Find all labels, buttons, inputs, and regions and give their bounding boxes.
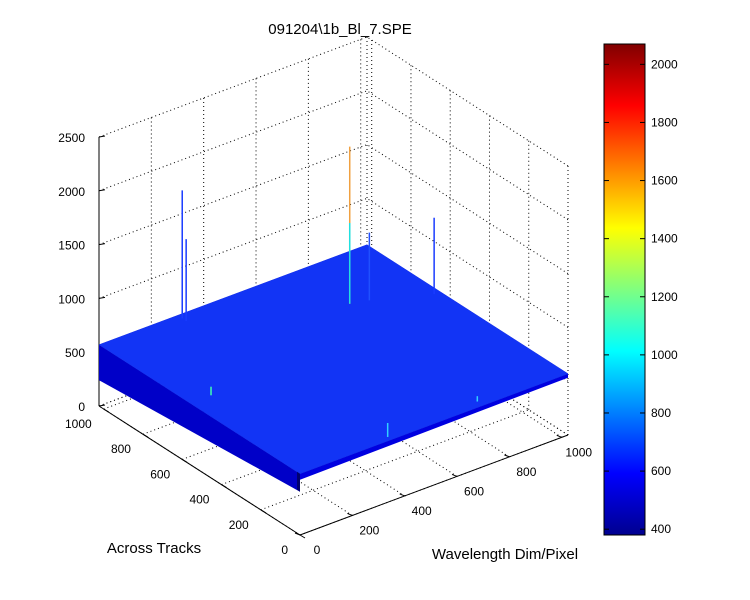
back-wall-grid-line — [98, 90, 368, 192]
y-tick-label: 1000 — [65, 417, 92, 431]
colorbar-tick-label: 2000 — [651, 57, 678, 71]
x-tick-mark — [399, 493, 405, 497]
z-tick-mark — [98, 243, 106, 246]
z-tick-mark — [98, 189, 106, 192]
colorbar-ticks: 400 600 800 1000 1200 1400 1600 1800 2000 — [604, 57, 678, 536]
y-tick-label: 600 — [150, 467, 170, 481]
y-tick-labels: 0 200 400 600 800 1000 — [65, 417, 288, 557]
back-wall-grid-line — [98, 144, 368, 246]
y-tick-mark — [221, 484, 227, 489]
x-axis-line — [299, 434, 569, 536]
y-axis-line — [98, 405, 301, 536]
colorbar-tick-label: 600 — [651, 464, 671, 478]
y-tick-label: 800 — [111, 442, 131, 456]
x-tick-label: 1000 — [565, 445, 592, 459]
y-tick-label: 200 — [229, 518, 249, 532]
x-tick-mark — [451, 473, 458, 477]
y-tick-label: 400 — [189, 493, 209, 507]
z-tick-label: 2500 — [58, 131, 85, 145]
back-wall-grid-line — [98, 36, 368, 138]
y-axis-label: Across Tracks — [107, 540, 201, 557]
z-tick-label: 0 — [78, 400, 85, 414]
z-tick-mark — [98, 135, 106, 138]
x-tick-label: 600 — [464, 484, 484, 498]
x-tick-label: 0 — [314, 543, 321, 557]
x-tick-mark — [504, 454, 510, 458]
y-tick-mark — [142, 433, 149, 438]
colorbar-tick-label: 1200 — [651, 290, 678, 304]
colorbar-tick-label: 400 — [651, 522, 671, 536]
z-tick-labels: 0 500 1000 1500 2000 2500 — [58, 131, 85, 414]
x-tick-label: 200 — [359, 523, 379, 537]
y-tick-mark — [299, 534, 306, 539]
colorbar-tick-label: 1000 — [651, 348, 678, 362]
y-tick-mark — [181, 458, 188, 463]
surface-top-face — [98, 244, 569, 474]
z-tick-label: 1000 — [58, 292, 85, 306]
x-tick-label: 800 — [516, 465, 536, 479]
y-tick-label: 0 — [281, 543, 288, 557]
colorbar-tick-label: 800 — [651, 406, 671, 420]
surface-left-side — [99, 344, 300, 492]
z-tick-mark — [98, 404, 106, 407]
colorbar-tick-label: 1800 — [651, 115, 678, 129]
surface-front-edge — [297, 471, 300, 492]
side-wall-grid-line — [366, 36, 569, 167]
surface-plot — [98, 146, 569, 492]
colorbar-tick-label: 1400 — [651, 232, 678, 246]
z-tick-label: 500 — [65, 346, 85, 360]
x-tick-mark — [294, 532, 301, 536]
y-tick-mark — [260, 509, 266, 514]
side-wall-grid-line — [366, 144, 569, 275]
y-tick-mark — [103, 408, 109, 413]
x-tick-label: 400 — [412, 504, 432, 518]
x-tick-mark — [347, 513, 353, 516]
colorbar — [603, 43, 646, 536]
x-axis-label: Wavelength Dim/Pixel — [432, 546, 578, 563]
side-wall-grid-line — [366, 90, 569, 221]
surface-front-side — [300, 373, 568, 480]
x-tick-labels: 0 200 400 600 800 1000 — [314, 445, 593, 557]
z-tick-label: 1500 — [58, 239, 85, 253]
z-tick-mark — [98, 296, 106, 299]
colorbar-tick-label: 1600 — [651, 174, 678, 188]
surface-spikes — [181, 146, 479, 437]
chart-title: 091204\1b_Bl_7.SPE — [268, 21, 411, 38]
z-tick-label: 2000 — [58, 185, 85, 199]
x-tick-mark — [556, 434, 562, 438]
